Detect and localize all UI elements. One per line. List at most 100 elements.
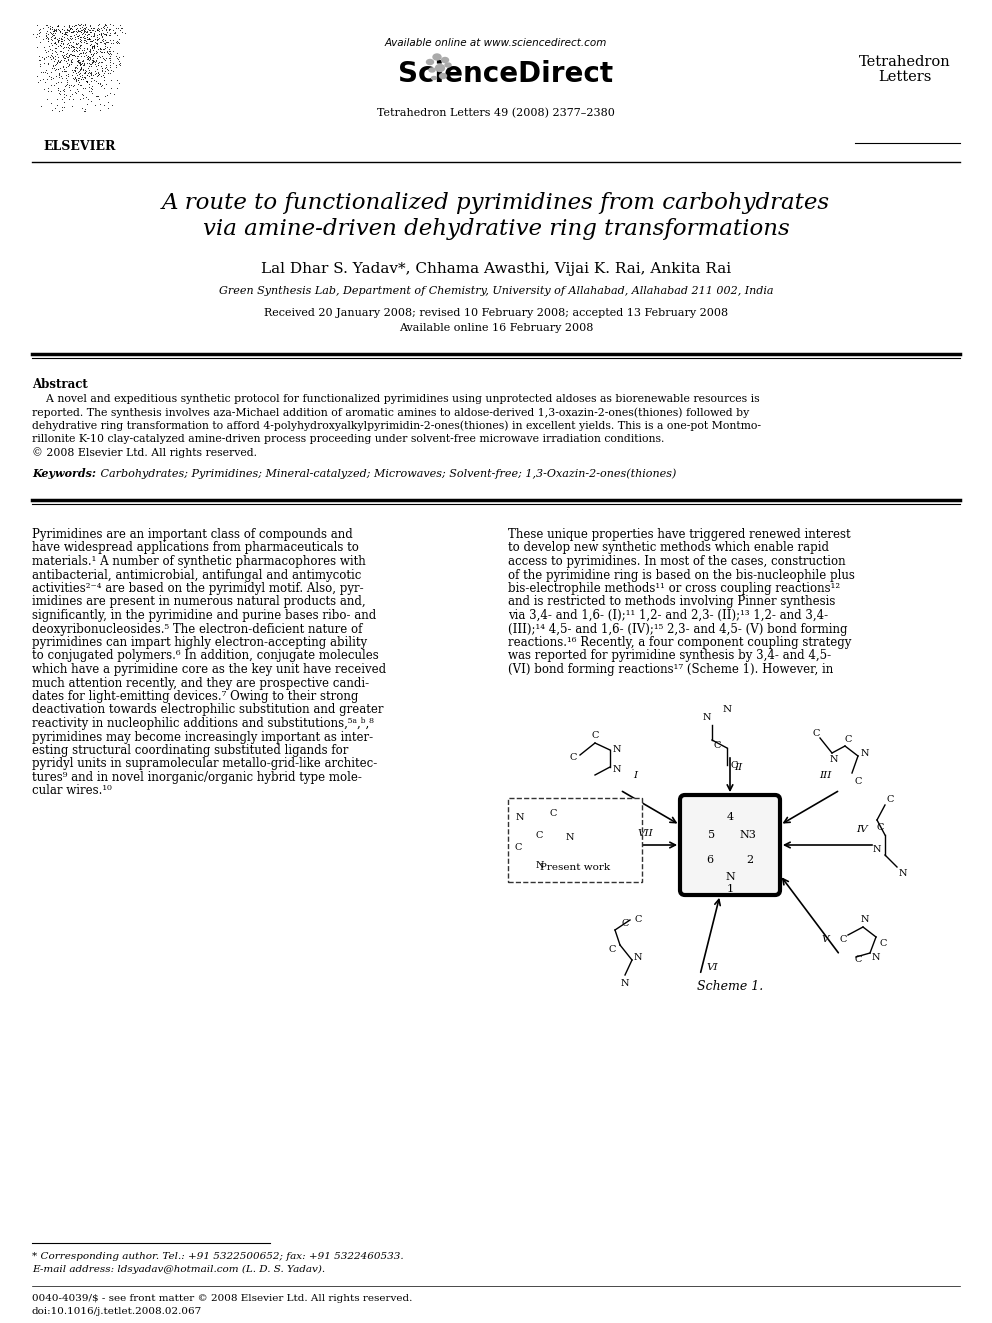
Text: N: N (613, 766, 621, 774)
Ellipse shape (435, 65, 444, 71)
Text: 4: 4 (726, 812, 733, 822)
Text: III: III (818, 770, 831, 779)
Text: C: C (634, 916, 642, 925)
Ellipse shape (441, 57, 448, 62)
Text: pyrimidines can impart highly electron-accepting ability: pyrimidines can impart highly electron-a… (32, 636, 367, 650)
Ellipse shape (445, 64, 451, 67)
Text: Available online 16 February 2008: Available online 16 February 2008 (399, 323, 593, 333)
Text: C: C (854, 955, 862, 964)
Text: was reported for pyrimidine synthesis by 3,4- and 4,5-: was reported for pyrimidine synthesis by… (508, 650, 831, 663)
Text: A novel and expeditious synthetic protocol for functionalized pyrimidines using : A novel and expeditious synthetic protoc… (32, 394, 760, 404)
Text: N: N (873, 844, 881, 853)
Text: to develop new synthetic methods which enable rapid: to develop new synthetic methods which e… (508, 541, 829, 554)
Ellipse shape (432, 77, 436, 79)
Text: dehydrative ring transformation to afford 4-polyhydroxyalkylpyrimidin-2-ones(thi: dehydrative ring transformation to affor… (32, 421, 761, 431)
Text: pyrimidines may become increasingly important as inter-: pyrimidines may become increasingly impo… (32, 730, 373, 744)
FancyBboxPatch shape (680, 795, 780, 894)
Text: Tetrahedron: Tetrahedron (859, 56, 951, 69)
Text: pyridyl units in supramolecular metallo-grid-like architec-: pyridyl units in supramolecular metallo-… (32, 758, 377, 770)
Text: materials.¹ A number of synthetic pharmacophores with: materials.¹ A number of synthetic pharma… (32, 556, 366, 568)
Text: activities²⁻⁴ are based on the pyrimidyl motif. Also, pyr-: activities²⁻⁴ are based on the pyrimidyl… (32, 582, 364, 595)
Ellipse shape (439, 74, 446, 78)
Text: N: N (861, 914, 869, 923)
Text: N: N (621, 979, 629, 987)
Ellipse shape (429, 67, 435, 71)
Text: dates for light-emitting devices.⁷ Owing to their strong: dates for light-emitting devices.⁷ Owing… (32, 691, 358, 703)
Text: reported. The synthesis involves aza-Michael addition of aromatic amines to aldo: reported. The synthesis involves aza-Mic… (32, 407, 749, 418)
FancyBboxPatch shape (508, 798, 642, 882)
Text: Keywords:: Keywords: (32, 468, 96, 479)
Text: deactivation towards electrophilic substitution and greater: deactivation towards electrophilic subst… (32, 704, 384, 717)
Text: 2: 2 (746, 855, 754, 865)
Text: rillonite K-10 clay-catalyzed amine-driven process proceeding under solvent-free: rillonite K-10 clay-catalyzed amine-driv… (32, 434, 665, 443)
Text: (III);¹⁴ 4,5- and 1,6- (IV);¹⁵ 2,3- and 4,5- (V) bond forming: (III);¹⁴ 4,5- and 1,6- (IV);¹⁵ 2,3- and … (508, 623, 847, 635)
Text: 6: 6 (706, 855, 713, 865)
Text: N: N (872, 953, 880, 962)
Text: I: I (633, 770, 637, 779)
Text: Available online at www.sciencedirect.com: Available online at www.sciencedirect.co… (385, 38, 607, 48)
Text: N: N (634, 953, 642, 962)
Text: © 2008 Elsevier Ltd. All rights reserved.: © 2008 Elsevier Ltd. All rights reserved… (32, 447, 257, 458)
Text: C: C (536, 831, 543, 840)
Text: bis-electrophile methods¹¹ or cross coupling reactions¹²: bis-electrophile methods¹¹ or cross coup… (508, 582, 840, 595)
Text: Lal Dhar S. Yadav*, Chhama Awasthi, Vijai K. Rai, Ankita Rai: Lal Dhar S. Yadav*, Chhama Awasthi, Vija… (261, 262, 731, 277)
Text: N: N (722, 705, 731, 714)
Text: E-mail address: ldsyadav@hotmail.com (L. D. S. Yadav).: E-mail address: ldsyadav@hotmail.com (L.… (32, 1265, 325, 1274)
Text: which have a pyrimidine core as the key unit have received: which have a pyrimidine core as the key … (32, 663, 386, 676)
Text: II: II (734, 763, 742, 773)
Text: cular wires.¹⁰: cular wires.¹⁰ (32, 785, 112, 798)
Text: access to pyrimidines. In most of the cases, construction: access to pyrimidines. In most of the ca… (508, 556, 845, 568)
Text: N: N (861, 749, 869, 758)
Text: These unique properties have triggered renewed interest: These unique properties have triggered r… (508, 528, 850, 541)
Text: V: V (821, 935, 828, 945)
Text: VI: VI (706, 963, 718, 971)
Text: N: N (702, 713, 711, 722)
Text: reactions.¹⁶ Recently, a four component coupling strategy: reactions.¹⁶ Recently, a four component … (508, 636, 851, 650)
Text: C: C (608, 946, 616, 954)
Text: via 3,4- and 1,6- (I);¹¹ 1,2- and 2,3- (II);¹³ 1,2- and 3,4-: via 3,4- and 1,6- (I);¹¹ 1,2- and 2,3- (… (508, 609, 828, 622)
Text: C: C (730, 761, 738, 770)
Text: VII: VII (637, 828, 653, 837)
Text: tures⁹ and in novel inorganic/organic hybrid type mole-: tures⁹ and in novel inorganic/organic hy… (32, 771, 362, 785)
Text: C: C (876, 823, 884, 831)
Text: C: C (854, 777, 862, 786)
Ellipse shape (427, 60, 434, 65)
Text: and is restricted to methods involving Pinner synthesis: and is restricted to methods involving P… (508, 595, 835, 609)
Text: esting structural coordinating substituted ligands for: esting structural coordinating substitut… (32, 744, 348, 757)
Text: N: N (536, 860, 545, 869)
Text: A route to functionalized pyrimidines from carbohydrates: A route to functionalized pyrimidines fr… (162, 192, 830, 214)
Text: to conjugated polymers.⁶ In addition, conjugate molecules: to conjugated polymers.⁶ In addition, co… (32, 650, 379, 663)
Text: 1: 1 (726, 884, 733, 894)
Text: C: C (844, 736, 852, 745)
Text: Received 20 January 2008; revised 10 February 2008; accepted 13 February 2008: Received 20 January 2008; revised 10 Feb… (264, 308, 728, 318)
Text: (VI) bond forming reactions¹⁷ (Scheme 1). However, in: (VI) bond forming reactions¹⁷ (Scheme 1)… (508, 663, 833, 676)
Text: via amine-driven dehydrative ring transformations: via amine-driven dehydrative ring transf… (202, 218, 790, 239)
Text: N: N (725, 872, 735, 882)
Text: C: C (514, 843, 522, 852)
Text: 0040-4039/$ - see front matter © 2008 Elsevier Ltd. All rights reserved.: 0040-4039/$ - see front matter © 2008 El… (32, 1294, 413, 1303)
Text: Abstract: Abstract (32, 378, 87, 392)
Text: Carbohydrates; Pyrimidines; Mineral-catalyzed; Microwaves; Solvent-free; 1,3-Oxa: Carbohydrates; Pyrimidines; Mineral-cata… (97, 468, 677, 479)
Text: C: C (812, 729, 819, 737)
Text: Pyrimidines are an important class of compounds and: Pyrimidines are an important class of co… (32, 528, 353, 541)
Text: 5: 5 (708, 830, 715, 840)
Text: N: N (613, 745, 621, 754)
Text: have widespread applications from pharmaceuticals to: have widespread applications from pharma… (32, 541, 359, 554)
Text: Letters: Letters (878, 70, 931, 83)
Text: C: C (713, 741, 720, 750)
Text: C: C (839, 935, 847, 945)
Text: much attention recently, and they are prospective candi-: much attention recently, and they are pr… (32, 676, 369, 689)
Text: N3: N3 (740, 830, 757, 840)
Text: C: C (550, 808, 557, 818)
Text: deoxyribonucleosides.⁵ The electron-deficient nature of: deoxyribonucleosides.⁵ The electron-defi… (32, 623, 362, 635)
Text: IV: IV (856, 826, 868, 835)
Text: C: C (569, 754, 576, 762)
Text: ELSEVIER: ELSEVIER (44, 140, 116, 153)
Text: C: C (591, 730, 599, 740)
Text: antibacterial, antimicrobial, antifungal and antimycotic: antibacterial, antimicrobial, antifungal… (32, 569, 361, 582)
Text: doi:10.1016/j.tetlet.2008.02.067: doi:10.1016/j.tetlet.2008.02.067 (32, 1307, 202, 1316)
Text: Scheme 1.: Scheme 1. (696, 980, 763, 994)
Text: C: C (621, 918, 629, 927)
Text: Green Synthesis Lab, Department of Chemistry, University of Allahabad, Allahabad: Green Synthesis Lab, Department of Chemi… (219, 286, 773, 296)
Text: significantly, in the pyrimidine and purine bases ribo- and: significantly, in the pyrimidine and pur… (32, 609, 376, 622)
